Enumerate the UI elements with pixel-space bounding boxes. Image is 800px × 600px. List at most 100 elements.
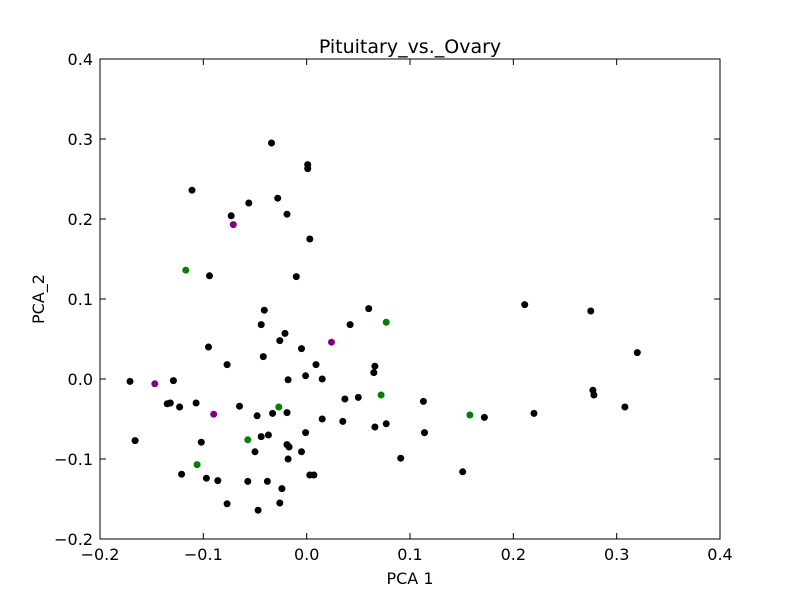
data-point [197,438,205,446]
data-point [188,186,196,194]
y-tick-label: 0.4 [68,50,93,69]
plot-frame [99,58,721,540]
data-point [365,305,373,313]
x-tick-label: −0.1 [184,545,223,564]
data-point [245,199,253,207]
data-point [151,380,159,388]
data-point [182,266,190,274]
data-point [276,337,284,345]
data-point [298,345,305,353]
x-tick-label: 0.2 [501,545,526,564]
x-tick-label: −0.2 [81,545,120,564]
data-point [377,391,385,399]
data-point [227,212,235,220]
data-point [223,500,231,508]
data-point [587,307,595,315]
data-point [419,397,427,405]
x-axis-title: PCA 1 [386,569,433,588]
data-point [339,417,347,425]
data-point [253,412,261,420]
data-point [263,477,271,485]
data-point [264,431,272,439]
data-point [421,429,428,437]
data-point [268,139,275,147]
data-point [214,477,222,485]
data-point [371,362,379,370]
data-point [126,377,134,385]
y-tick-label: −0.1 [54,450,93,469]
data-point [229,221,237,229]
data-point [202,474,210,482]
data-point [466,411,474,419]
data-point [530,409,538,417]
data-point [306,235,314,243]
data-point [318,415,326,423]
data-point [590,391,598,399]
data-point [269,409,277,417]
data-point [397,454,405,462]
data-point [312,361,320,369]
data-point [370,369,378,377]
data-point [131,437,139,445]
data-point [192,399,200,407]
data-point [304,165,312,173]
data-point [260,306,268,314]
data-point [275,403,283,411]
data-point [281,329,289,337]
x-tick-label: 0.3 [604,545,629,564]
y-tick-label: 0.0 [68,370,93,389]
data-point [298,448,305,456]
data-point [236,402,243,410]
x-tick-label: 0.4 [707,545,732,564]
data-point [223,361,231,369]
data-point [318,375,326,383]
data-point [480,413,488,421]
data-point [259,353,267,361]
data-point [176,403,184,411]
data-point [354,393,362,401]
data-point [278,485,286,493]
y-tick-label: 0.1 [68,290,93,309]
data-point [341,395,349,403]
data-point [382,318,390,326]
data-point [166,399,174,407]
data-point [210,410,218,418]
data-point [633,349,641,357]
data-point [328,338,335,346]
data-point [206,272,213,280]
data-point [302,372,310,380]
x-tick-label: 0.0 [294,545,319,564]
data-point [257,321,265,329]
y-axis-title: PCA_2 [29,274,49,324]
y-tick-label: 0.3 [68,130,93,149]
data-point [285,443,293,451]
data-point [302,429,310,437]
data-point [346,321,354,329]
data-point [292,273,300,281]
data-point [276,499,284,507]
data-point [274,194,282,202]
data-point [257,433,265,441]
data-point [284,455,292,463]
points-layer [126,139,641,514]
data-point [251,448,259,456]
data-point [254,506,262,514]
data-point [621,403,629,411]
data-point [459,468,467,476]
data-point [193,461,201,469]
y-tick-label: −0.2 [54,530,93,549]
data-point [205,343,212,351]
data-point [310,471,318,479]
data-point [169,377,177,385]
x-tick-label: 0.1 [397,545,422,564]
y-tick-label: 0.2 [68,210,93,229]
data-point [178,470,186,478]
data-point [283,210,291,218]
data-point [521,301,529,309]
data-point [382,420,390,428]
chart-title: Pituitary_vs._Ovary [319,36,501,58]
data-point [244,436,252,444]
data-point [283,409,291,417]
plot-area [100,59,720,539]
